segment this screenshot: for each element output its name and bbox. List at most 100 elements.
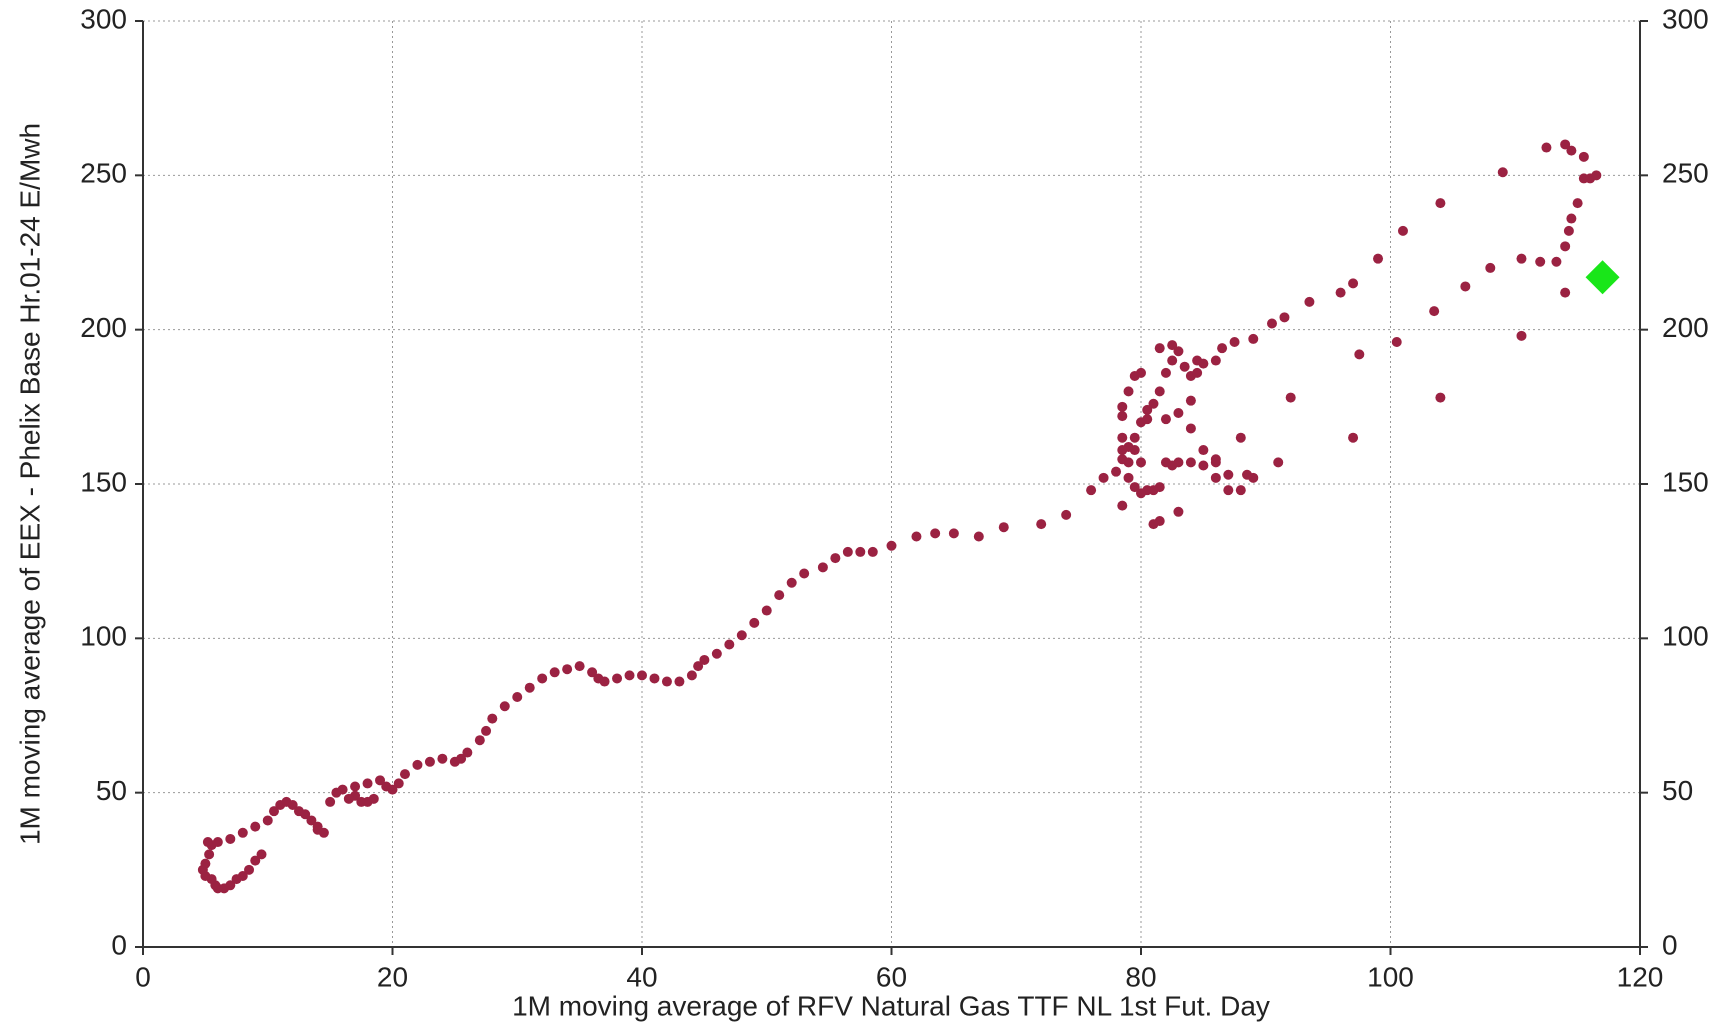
point <box>1563 225 1574 236</box>
point <box>1235 485 1246 496</box>
y-axis-label: 1M moving average of EEX - Phelix Base H… <box>14 123 45 845</box>
x-tick-label: 100 <box>1367 961 1414 992</box>
point <box>1198 460 1209 471</box>
point <box>886 540 897 551</box>
point <box>1173 346 1184 357</box>
point <box>1566 145 1577 156</box>
point <box>1117 401 1128 412</box>
point <box>612 673 623 684</box>
point <box>1142 414 1153 425</box>
point <box>306 815 317 826</box>
point <box>867 546 878 557</box>
point <box>749 617 760 628</box>
y-tick-label: 150 <box>80 466 127 497</box>
point <box>574 661 585 672</box>
point <box>362 778 373 789</box>
point <box>1154 343 1165 354</box>
point <box>424 756 435 767</box>
point <box>1591 170 1602 181</box>
point <box>1435 392 1446 403</box>
y-tick-label: 300 <box>80 3 127 34</box>
axis-frame <box>142 21 1641 948</box>
point <box>562 664 573 675</box>
point <box>1173 408 1184 419</box>
x-axis-label: 1M moving average of RFV Natural Gas TTF… <box>512 990 1270 1021</box>
point <box>375 775 386 786</box>
point <box>524 682 535 693</box>
point <box>587 667 598 678</box>
point <box>948 528 959 539</box>
point <box>549 667 560 678</box>
point <box>412 759 423 770</box>
point <box>1279 312 1290 323</box>
point <box>1266 318 1277 329</box>
point <box>1435 198 1446 209</box>
point <box>1117 445 1128 456</box>
x-tick-label: 80 <box>1125 961 1156 992</box>
point <box>693 661 704 672</box>
point <box>1335 287 1346 298</box>
point <box>244 864 255 875</box>
point <box>1572 198 1583 209</box>
point <box>799 568 810 579</box>
point <box>1192 367 1203 378</box>
point <box>855 546 866 557</box>
point <box>1535 256 1546 267</box>
point <box>1160 367 1171 378</box>
point <box>1578 151 1589 162</box>
point <box>1117 432 1128 443</box>
point <box>487 713 498 724</box>
point <box>1560 139 1571 150</box>
point <box>262 815 273 826</box>
point <box>1354 349 1365 360</box>
point <box>599 676 610 687</box>
point <box>1129 432 1140 443</box>
y2-tick-label: 200 <box>1662 312 1709 343</box>
point <box>462 747 473 758</box>
point <box>1160 457 1171 468</box>
y2-tick-label: 250 <box>1662 158 1709 189</box>
point <box>1136 367 1146 378</box>
point <box>1223 469 1234 480</box>
point <box>537 673 548 684</box>
y-tick-label: 250 <box>80 158 127 189</box>
point <box>1185 457 1196 468</box>
point <box>1198 445 1209 456</box>
point <box>1210 454 1221 465</box>
y2-tick-label: 50 <box>1662 775 1693 806</box>
point <box>637 670 647 681</box>
point <box>649 673 660 684</box>
point <box>1210 472 1221 483</box>
y2-tick-label: 300 <box>1662 3 1709 34</box>
point <box>343 793 354 804</box>
y-tick-label: 200 <box>80 312 127 343</box>
point <box>1179 361 1190 372</box>
point <box>1516 330 1527 341</box>
point <box>1111 466 1122 477</box>
y2-tick-label: 0 <box>1662 929 1678 960</box>
point <box>1185 395 1196 406</box>
x-tick-label: 60 <box>876 961 907 992</box>
point <box>481 725 492 736</box>
point <box>1429 306 1440 317</box>
point <box>1485 262 1496 273</box>
point <box>674 676 685 687</box>
point <box>337 784 348 795</box>
point <box>930 528 941 539</box>
point <box>761 605 772 616</box>
point <box>1123 457 1134 468</box>
point <box>237 827 248 838</box>
point <box>1098 472 1109 483</box>
point <box>1173 506 1184 517</box>
point <box>368 793 379 804</box>
point <box>499 701 510 712</box>
point <box>624 670 635 681</box>
point <box>1142 404 1153 415</box>
point <box>1086 485 1097 496</box>
point <box>724 639 735 650</box>
y2-tick-label: 150 <box>1662 466 1709 497</box>
point <box>225 833 236 844</box>
point <box>1273 457 1284 468</box>
point <box>1117 500 1128 511</box>
